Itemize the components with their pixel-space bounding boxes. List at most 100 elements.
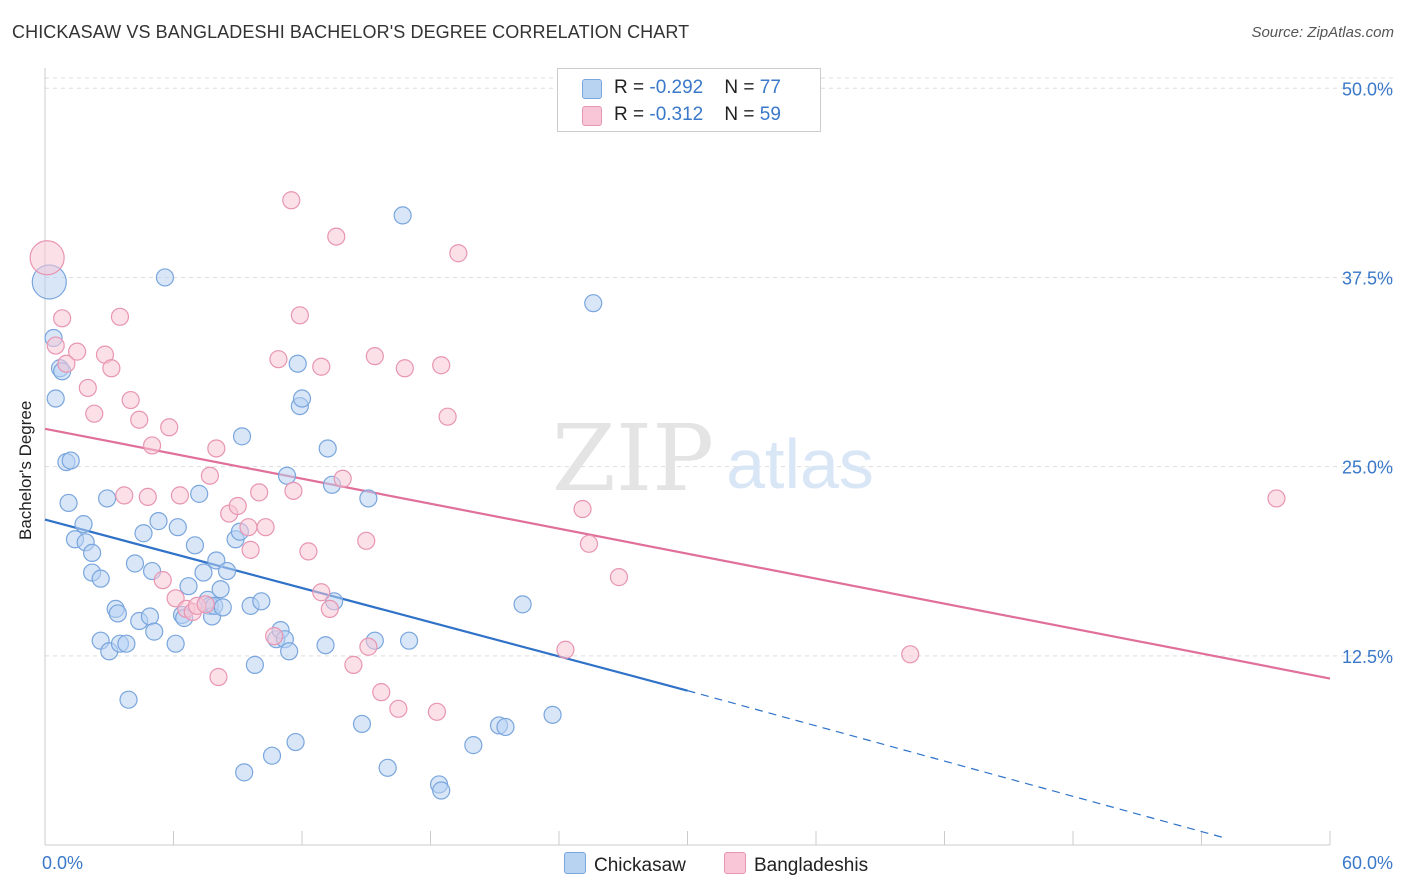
chickasaw-point [359,489,378,508]
chickasaw-point [288,354,307,373]
chickasaw-point [119,690,138,709]
watermark: ZIP atlas [552,405,874,512]
bangladeshi-point [312,583,331,602]
bangladeshi-point [29,240,65,276]
chickasaw-point [190,484,209,503]
chickasaw-point [217,561,237,581]
chickasaw-point [179,577,198,596]
bangladeshi-point [312,357,331,376]
chickasaw-point [280,642,299,661]
chickasaw-point [286,732,305,752]
bangladeshi-point [53,309,72,328]
bangladeshi-point [579,534,599,553]
bangladeshi-point [46,336,65,355]
bangladeshi-point [344,655,363,674]
bangladeshi-point [327,227,346,246]
axes [44,68,1331,846]
bangladeshi-point [68,342,87,361]
chickasaw-point [399,631,419,650]
bangladeshi-point [265,627,284,646]
bangladeshi-point [228,496,247,516]
chickasaw-point [134,524,153,543]
legend-r-value: -0.312 [649,104,704,125]
bangladeshi-point [284,481,303,500]
chickasaw-point [83,543,102,563]
bangladeshi-point [449,244,468,263]
bangladeshi-points [29,191,1286,721]
bangladeshi-point [365,347,384,366]
chickasaw-point [432,781,451,800]
y-tick-label: 37.5% [1342,268,1393,288]
bangladeshi-point [241,540,260,559]
y-tick-label: 12.5% [1342,647,1393,667]
bangladeshi-point [115,486,134,505]
chickasaw-point [252,592,271,611]
bangladeshi-point [609,568,629,587]
chickasaw-points [31,206,603,800]
bangladeshi-point [389,699,408,718]
bangladeshi-point [57,354,76,373]
bangladeshi-point [170,486,190,505]
bangladeshi-point [269,350,288,369]
chickasaw-point [91,569,110,588]
bangladeshi-point [395,359,414,378]
chickasaw-point [513,595,532,614]
bangladeshi-point [130,410,149,429]
bangladeshi-legend-label: Bangladeshis [754,855,869,876]
legend-n-value: 59 [759,104,781,125]
chickasaw-point [61,451,80,470]
bangladeshi-point [250,483,269,502]
chickasaw-point [168,518,187,537]
bangladeshi-point [110,307,130,326]
bangladeshi-point [432,356,451,375]
x-tick-label-max: 60.0% [1342,853,1393,873]
bangladeshi-trend-line [44,427,1331,680]
bangladeshi-point [102,359,121,378]
bangladeshi-point [333,469,352,488]
chickasaw-point [232,427,252,446]
legend-r-label: R = [614,104,650,125]
legend-n-label: N = [724,77,760,98]
chickasaw-point [464,736,483,755]
chickasaw-point [125,554,145,573]
correlation-legend: R = -0.292 N = 77 R = -0.312 N = 59 [557,68,821,132]
chickasaw-point [318,439,337,458]
chickasaw-point [393,206,412,225]
chickasaw-point [235,763,254,782]
bangladeshi-point [299,542,318,561]
chickasaw-point [316,636,335,655]
bottom-legend-chickasaw: Chickasaw [564,852,686,877]
bangladeshi-point [372,683,391,702]
chickasaw-point [155,268,175,287]
bangladeshi-point [121,390,140,410]
chickasaw-point [245,655,264,674]
legend-n-label: N = [724,104,760,125]
chickasaw-point [185,536,205,555]
chickasaw-point [166,634,185,653]
chickasaw-point [145,622,164,641]
bangladeshi-point [556,640,575,659]
source-credit: Source: ZipAtlas.com [1251,24,1394,41]
bangladeshi-point [209,667,228,687]
chickasaw-point [213,598,232,617]
chickasaw-swatch [582,79,602,99]
chickasaw-point [584,294,603,313]
bangladeshi-point [320,599,339,619]
chickasaw-trend-extension [687,690,1224,839]
bangladeshi-point [138,487,157,507]
bangladeshi-point [1267,489,1286,508]
bangladeshi-point [207,439,226,458]
bangladeshi-point [901,645,920,664]
bangladeshi-point [239,518,258,537]
chickasaw-point [211,580,230,599]
chickasaw-point [277,466,297,485]
chickasaw-point [59,493,78,513]
bangladeshi-point [196,595,215,614]
bangladeshi-point [359,637,378,656]
legend-r-label: R = [614,77,650,98]
chickasaw-point [194,563,213,582]
y-tick-label: 50.0% [1342,79,1393,99]
bangladeshi-point [142,436,162,455]
chickasaw-point [292,389,312,408]
